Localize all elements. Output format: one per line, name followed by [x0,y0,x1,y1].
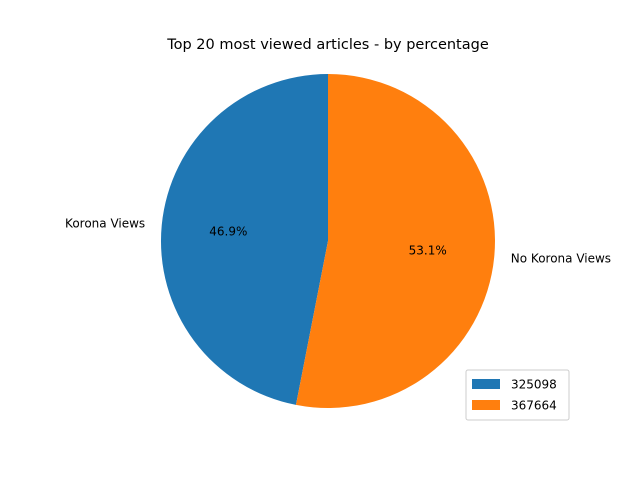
legend: 325098 367664 [465,369,570,421]
slice-label-2: No Korona Views [511,252,611,266]
pie-labels: Korona Views 46.9% No Korona Views 53.1% [65,216,611,265]
legend-swatch-1 [472,379,500,389]
pie-slice-1 [160,74,328,405]
slice-label-1: Korona Views [65,216,145,230]
percent-label-2: 53.1% [409,244,447,258]
legend-label-2: 367664 [511,399,557,413]
pie-slice-2 [295,74,495,408]
percent-label-1: 46.9% [209,224,247,238]
pie-slices [160,74,495,408]
legend-swatch-2 [472,400,500,410]
chart-title: Top 20 most viewed articles - by percent… [166,37,489,53]
legend-label-1: 325098 [511,378,557,392]
